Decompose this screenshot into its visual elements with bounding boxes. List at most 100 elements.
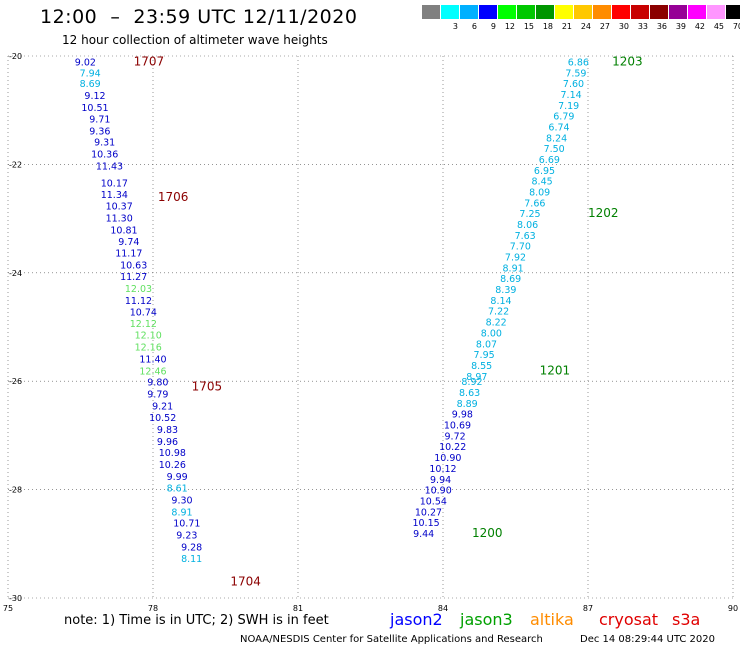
color-scale-cell [479,5,498,19]
color-scale-label: 27 [599,22,610,31]
color-scale-label [422,22,441,31]
wave-height-label: 9.28 [181,543,202,554]
color-scale-cell [688,5,707,19]
track-label: 1706 [158,190,189,204]
color-scale-cell [650,5,669,19]
color-scale-label: 3 [452,22,458,31]
wave-height-label: 9.79 [147,390,168,401]
footer-note: note: 1) Time is in UTC; 2) SWH is in fe… [64,613,329,628]
x-tick-label: 84 [438,604,448,613]
wave-height-label: 7.14 [561,90,582,101]
wave-height-label: 11.40 [139,354,166,365]
wave-height-label: 9.71 [89,114,110,125]
wave-height-label: 7.95 [474,350,495,361]
color-scale-cell [555,5,574,19]
wave-height-label: 10.98 [159,448,186,459]
color-scale-label: 36 [656,22,667,31]
wave-height-label: 9.30 [171,495,192,506]
wave-height-label: 10.15 [412,518,439,529]
track-label: 1202 [588,206,619,220]
y-tick-label: -22 [9,160,22,169]
wave-height-label: 10.36 [91,150,118,161]
wave-height-label: 11.17 [115,249,142,260]
x-tick-label: 87 [583,604,593,613]
track-label: 1707 [134,54,165,68]
wave-height-label: 9.02 [75,57,96,68]
color-scale-label: 9 [490,22,496,31]
wave-height-label: 8.69 [500,274,521,285]
wave-height-label: 11.34 [101,190,128,201]
color-scale-cell [422,5,441,19]
wave-height-label: 9.44 [413,529,434,540]
wave-height-label: 8.45 [532,177,553,188]
wave-height-label: 10.51 [81,103,108,114]
color-scale-cell [498,5,517,19]
wave-height-label: 6.95 [534,166,555,177]
wave-height-label: 9.99 [167,472,188,483]
wave-height-label: 8.09 [529,188,550,199]
wave-height-label: 10.37 [106,202,133,213]
x-tick-label: 81 [293,604,303,613]
y-tick-label: -24 [9,269,22,278]
wave-height-label: 10.17 [101,178,128,189]
wave-height-label: 11.27 [120,272,147,283]
wave-height-label: 9.94 [430,475,451,486]
wave-height-label: 9.12 [84,91,105,102]
wave-height-label: 7.25 [519,209,540,220]
timestamp-text: Dec 14 08:29:44 UTC 2020 [580,634,715,645]
color-scale-label: 21 [561,22,572,31]
color-scale-bar [422,5,740,19]
wave-height-label: 8.89 [457,399,478,410]
wave-height-label: 8.97 [466,372,487,383]
wave-height-label: 8.11 [181,554,202,565]
track-label: 1201 [540,363,571,377]
wave-height-label: 10.26 [159,460,186,471]
wave-height-label: 7.50 [544,144,565,155]
wave-height-label: 7.70 [510,242,531,253]
wave-height-label: 9.72 [445,431,466,442]
color-scale-label: 39 [675,22,686,31]
wave-height-label: 8.07 [476,339,497,350]
credit-text: NOAA/NESDIS Center for Satellite Applica… [240,634,543,645]
color-scale-label: 45 [713,22,724,31]
wave-height-label: 8.24 [546,133,567,144]
wave-height-label: 7.22 [488,307,509,318]
color-scale-label: 33 [637,22,648,31]
wave-height-label: 8.69 [80,79,101,90]
wave-height-label: 10.54 [420,496,447,507]
wave-height-label: 10.27 [415,507,442,518]
wave-height-label: 6.79 [553,112,574,123]
wave-height-label: 7.94 [80,68,101,79]
color-scale-cell [517,5,536,19]
track-label: 1203 [612,54,643,68]
y-tick-label: -30 [9,594,22,603]
wave-height-label: 7.60 [563,79,584,90]
x-tick-label: 75 [3,604,13,613]
wave-height-label: 10.22 [439,442,466,453]
color-scale-cell [574,5,593,19]
color-scale-label: 12 [504,22,515,31]
wave-height-label: 9.74 [118,237,139,248]
wave-height-label: 7.66 [524,198,545,209]
color-scale-cell [707,5,726,19]
color-scale-cell [593,5,612,19]
color-scale-cell [536,5,555,19]
wave-height-label: 8.63 [459,388,480,399]
track-label: 1705 [192,380,223,394]
y-tick-label: -26 [9,377,22,386]
wave-height-label: 10.74 [130,307,157,318]
wave-height-label: 7.59 [565,68,586,79]
mission-label-s3a: s3a [672,610,701,629]
wave-height-label: 10.90 [425,486,452,497]
x-tick-label: 90 [728,604,738,613]
wave-height-label: 10.71 [173,519,200,530]
wave-height-label: 11.12 [125,296,152,307]
color-scale-label: 24 [580,22,591,31]
wave-height-label: 9.31 [94,138,115,149]
wave-height-label: 9.23 [176,531,197,542]
wave-height-label: 7.92 [505,253,526,264]
wave-height-label: 10.90 [434,453,461,464]
wave-height-label: 10.12 [429,464,456,475]
color-scale-cell [441,5,460,19]
